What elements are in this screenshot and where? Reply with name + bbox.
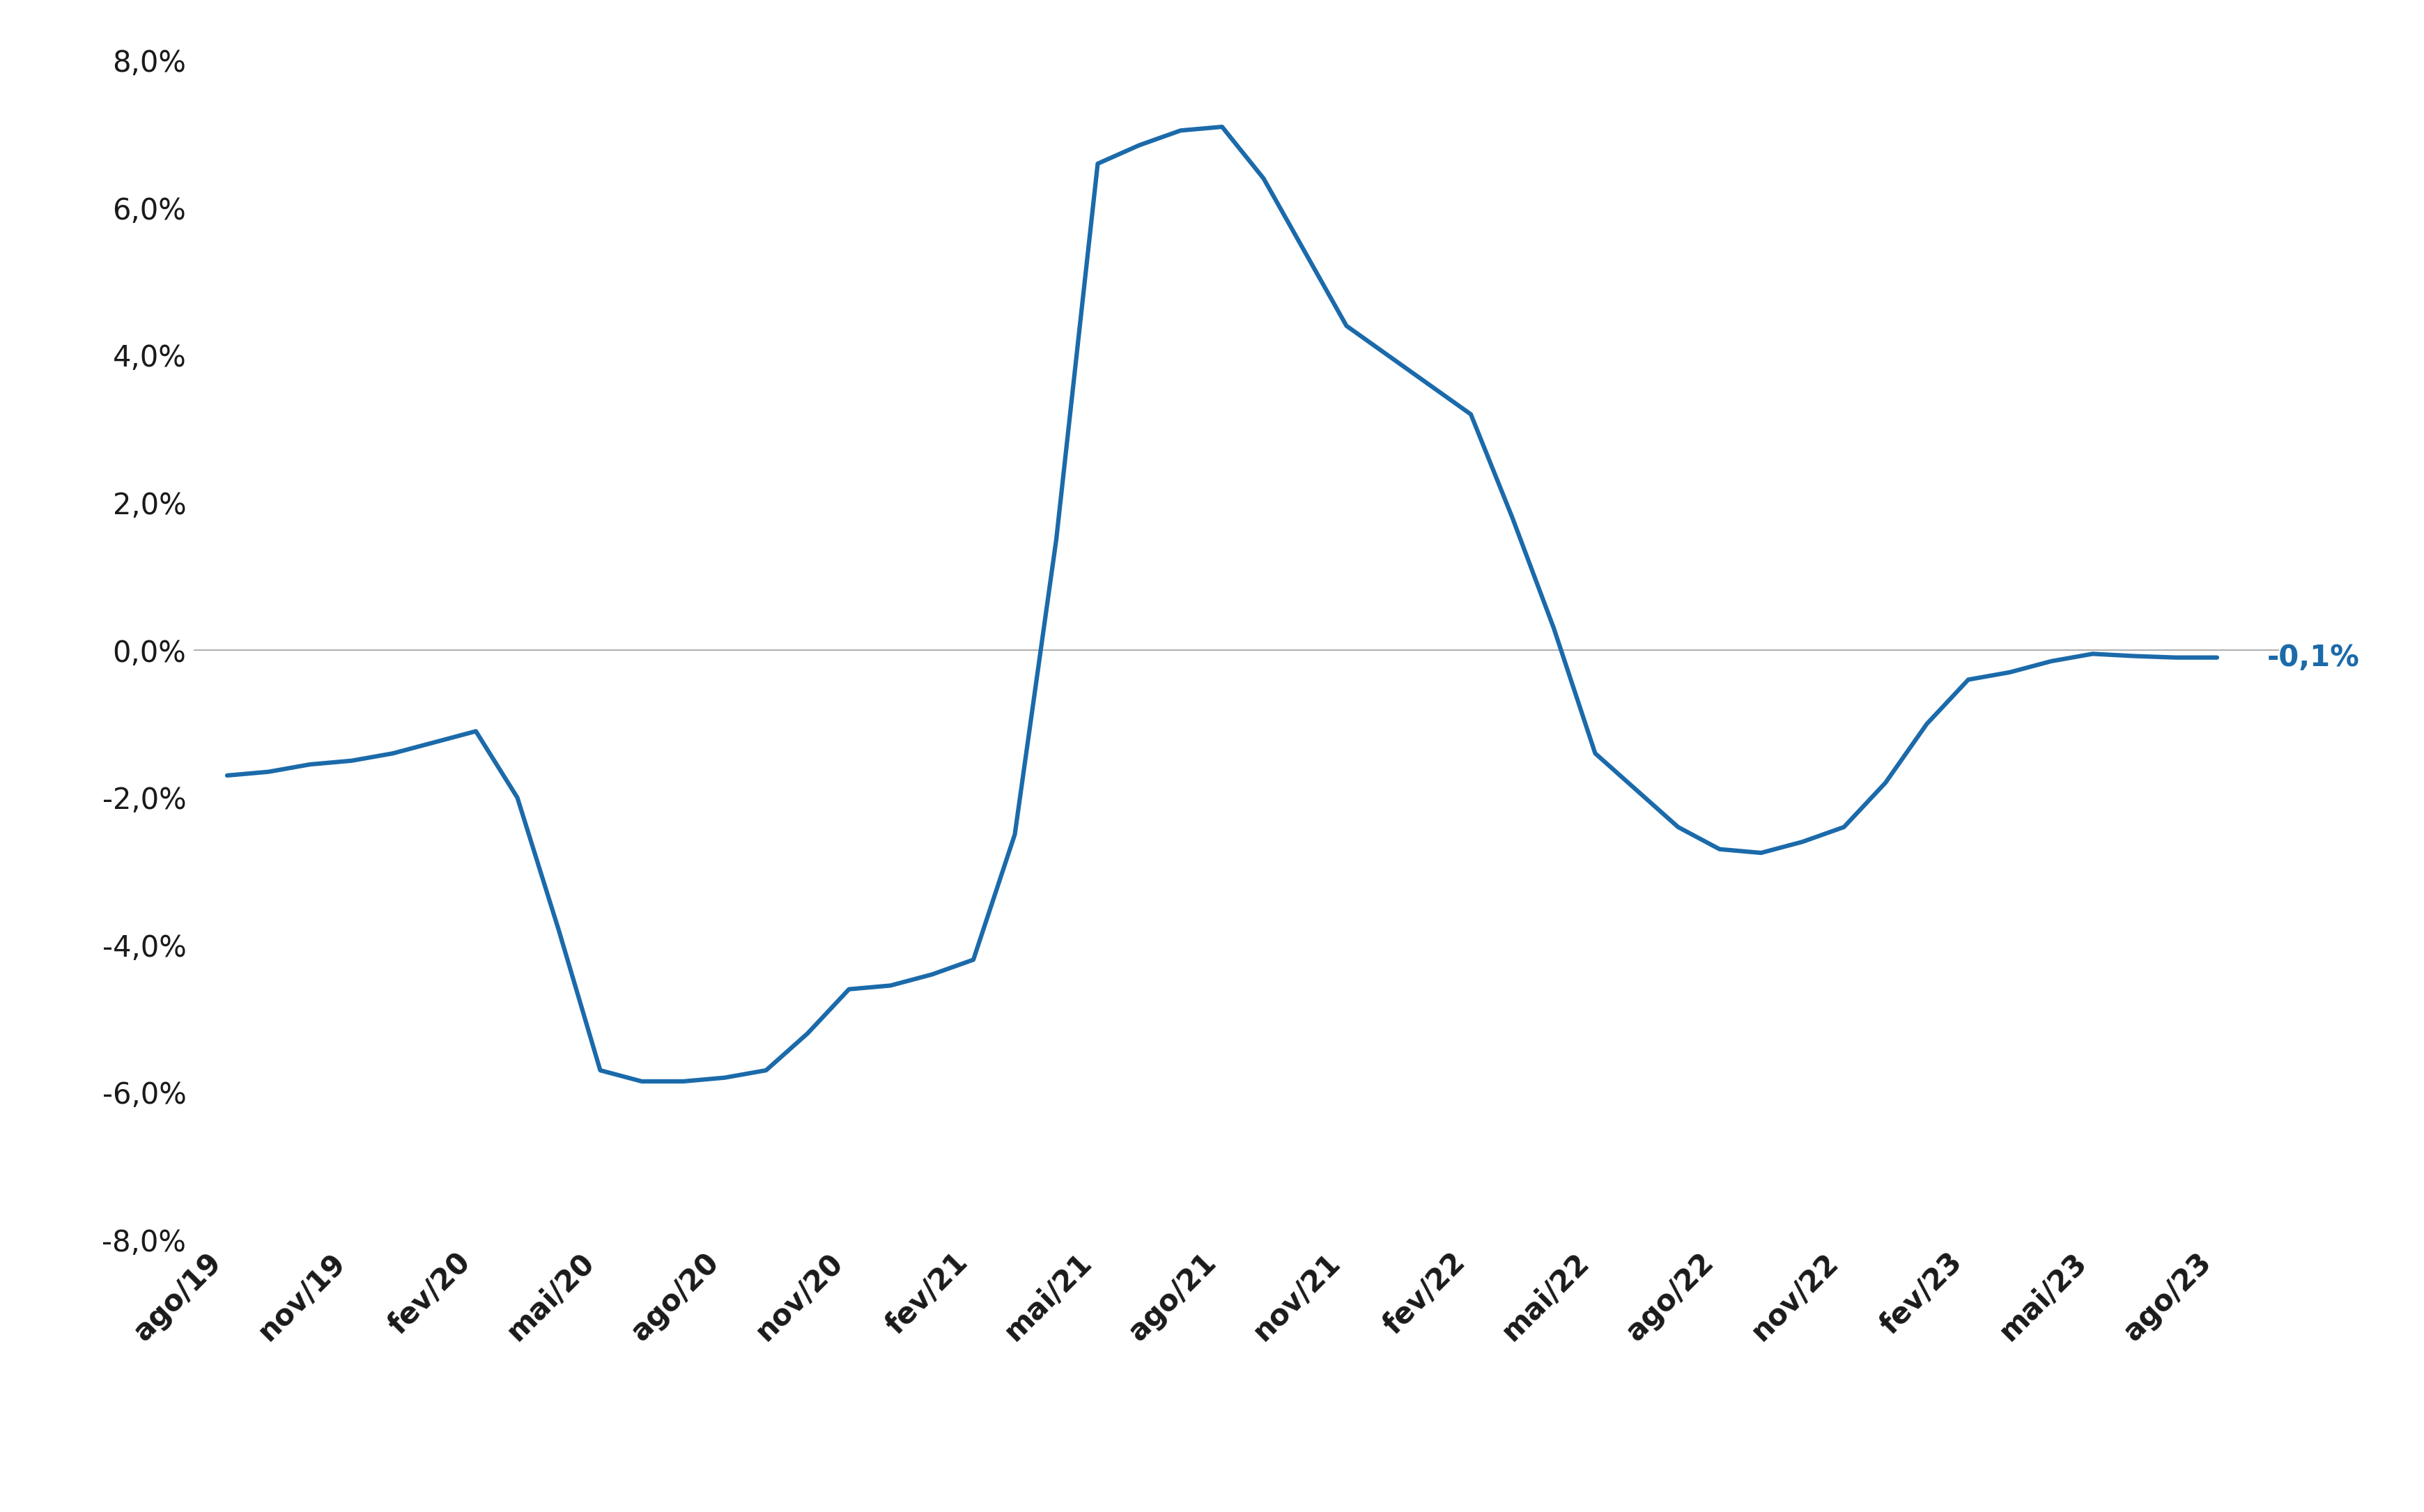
Text: -0,1%: -0,1%	[2266, 643, 2359, 673]
